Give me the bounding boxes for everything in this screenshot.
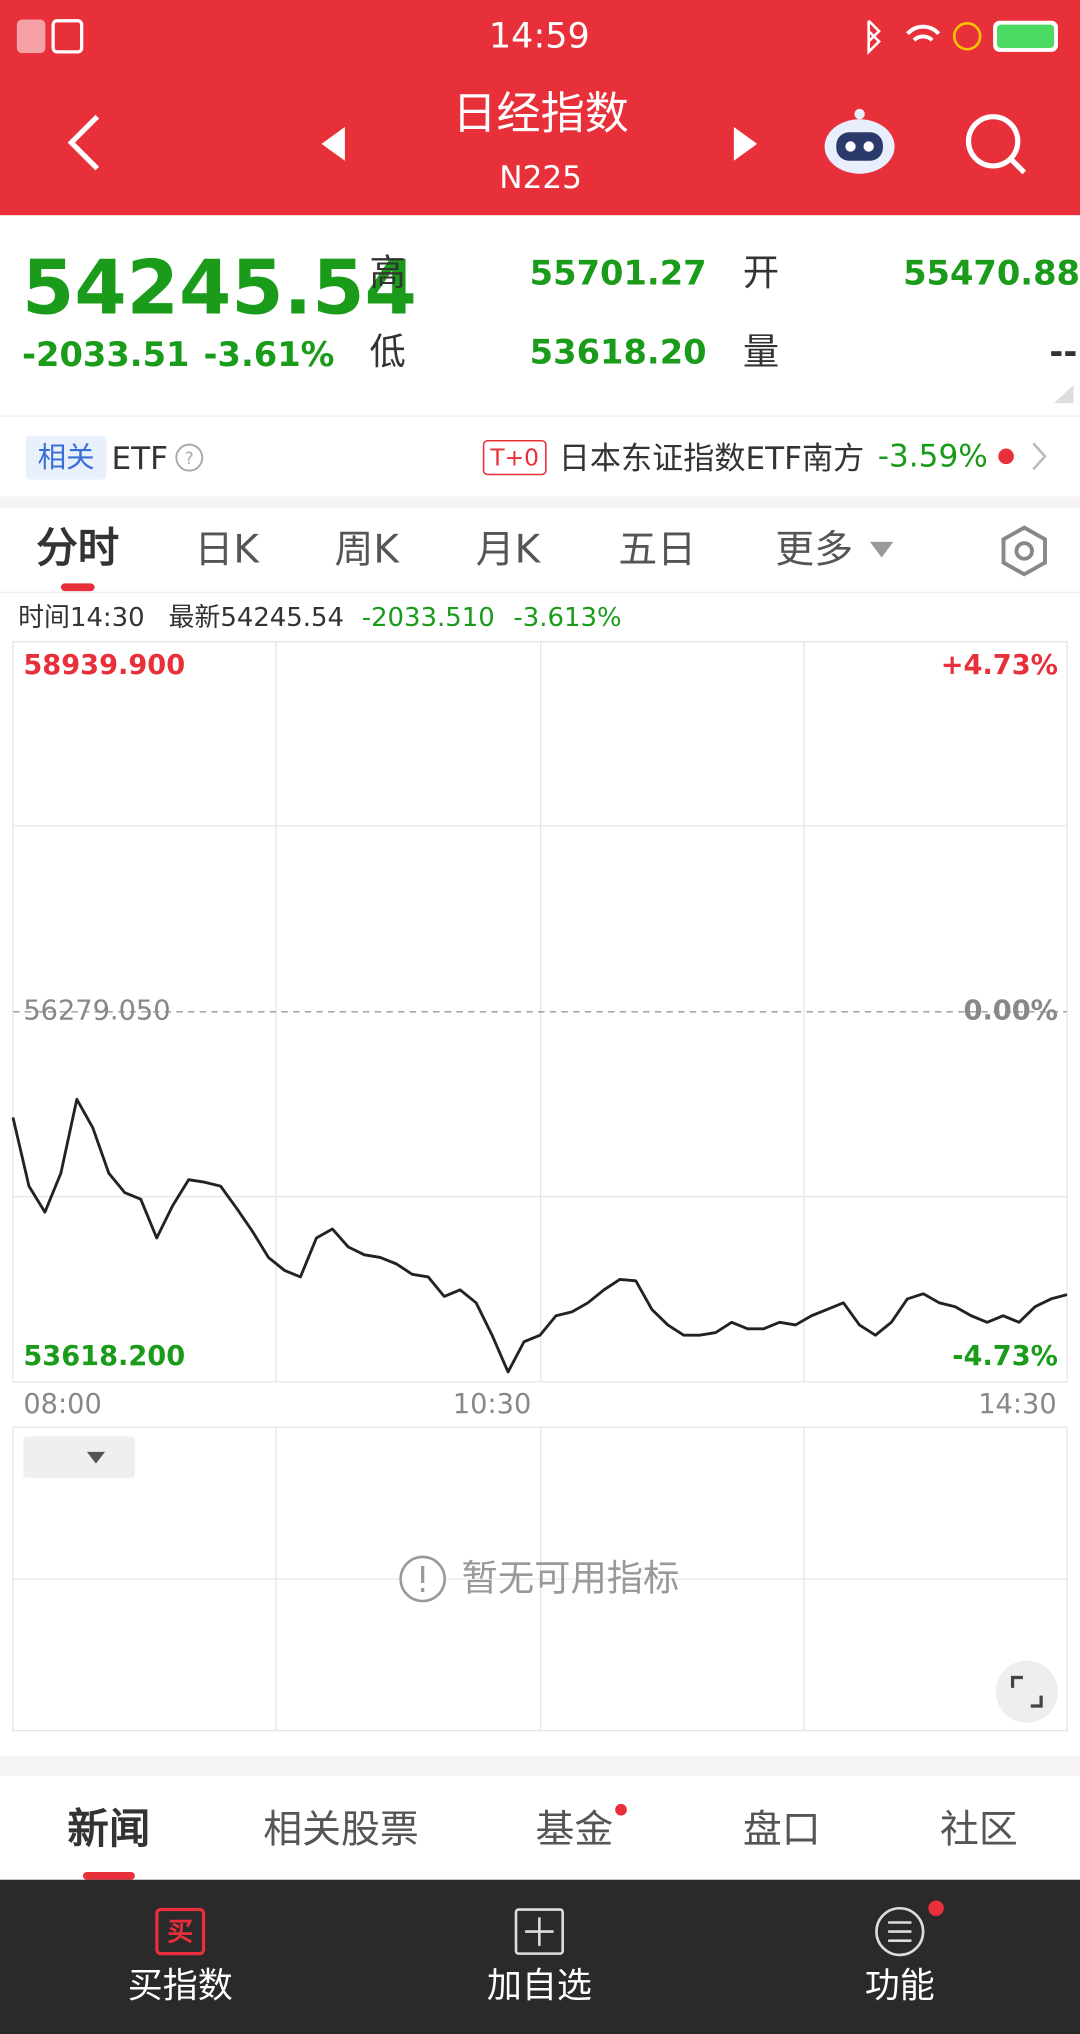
search-button[interactable] bbox=[965, 114, 1027, 175]
separator bbox=[0, 1756, 1080, 1777]
field-value: 55701.27 bbox=[530, 253, 707, 292]
empty-text: 暂无可用指标 bbox=[462, 1556, 680, 1599]
menu-icon[interactable] bbox=[875, 1906, 925, 1957]
toolbar-label[interactable]: 功能 bbox=[865, 1966, 935, 2006]
assistant-button[interactable] bbox=[824, 108, 895, 174]
tab[interactable]: 日K bbox=[194, 528, 260, 573]
fullscreen-button[interactable] bbox=[995, 1660, 1058, 1723]
etf-label: ETF bbox=[112, 441, 169, 477]
menu-glyph bbox=[888, 1921, 912, 1942]
intraday-chart: 58939.900 56279.050 53618.200 +4.73% 0.00% -4… bbox=[11, 641, 1068, 1383]
bluetooth-icon bbox=[867, 19, 881, 55]
x-tick-label: 10:30 bbox=[453, 1389, 531, 1420]
separator bbox=[0, 496, 1080, 509]
badge-dot bbox=[615, 1803, 627, 1816]
next-button[interactable] bbox=[733, 127, 758, 161]
page-title: 日经指数 bbox=[453, 89, 629, 140]
tab[interactable]: 五日 bbox=[618, 528, 696, 573]
tag-bg bbox=[25, 435, 107, 480]
field-value: -- bbox=[1049, 332, 1077, 371]
y2-tick-label: +4.73% bbox=[941, 650, 1058, 681]
status-time: 14:59 bbox=[489, 17, 590, 57]
y-tick-label: 58939.900 bbox=[23, 650, 185, 681]
field-label: 量 bbox=[743, 330, 779, 373]
toolbar-label[interactable]: 买指数 bbox=[128, 1966, 233, 2006]
tab[interactable]: 周K bbox=[335, 528, 401, 573]
tab-indicator bbox=[82, 1871, 135, 1880]
tab[interactable]: 分时 bbox=[36, 523, 119, 572]
price: 54245.54 bbox=[22, 243, 417, 331]
info-change-pct: -3.613% bbox=[513, 603, 621, 633]
tab[interactable]: 更多 bbox=[775, 528, 853, 573]
section-tab[interactable]: 基金 bbox=[535, 1807, 613, 1852]
field-label: 高 bbox=[370, 251, 406, 294]
field-label: 低 bbox=[370, 330, 406, 373]
prev-button[interactable] bbox=[321, 127, 345, 161]
battery-level bbox=[997, 24, 1055, 48]
indicator-dropdown[interactable] bbox=[23, 1436, 135, 1478]
toolbar-bg bbox=[0, 1879, 1080, 2034]
add-icon[interactable] bbox=[514, 1908, 564, 1955]
help-icon[interactable] bbox=[175, 443, 204, 472]
change: -2033.51 bbox=[22, 335, 189, 374]
index-code: N225 bbox=[499, 160, 582, 196]
y-tick-label: 53618.200 bbox=[23, 1341, 185, 1372]
y-tick-label: 56279.050 bbox=[23, 995, 170, 1026]
y2-tick-label: -4.73% bbox=[952, 1341, 1058, 1372]
info-latest: 最新54245.54 bbox=[169, 603, 344, 633]
y2-tick-label: 0.00% bbox=[964, 995, 1058, 1026]
info-time: 时间14:30 bbox=[18, 603, 144, 633]
settings-button[interactable] bbox=[1001, 525, 1047, 577]
add-glyph bbox=[525, 1917, 554, 1946]
section-tab[interactable]: 盘口 bbox=[743, 1807, 821, 1852]
toolbar-label[interactable]: 加自选 bbox=[487, 1966, 592, 2006]
field-label: 开 bbox=[743, 251, 779, 294]
status-icon bbox=[51, 19, 84, 54]
buy-icon-text: 买 bbox=[167, 1917, 193, 1947]
wifi-icon bbox=[906, 24, 941, 42]
etf-badge: T+0 bbox=[489, 443, 539, 471]
fullscreen-glyph bbox=[1010, 1675, 1043, 1708]
charge-icon bbox=[952, 22, 982, 51]
x-tick-label: 14:30 bbox=[978, 1389, 1056, 1420]
more-arrow bbox=[869, 541, 894, 558]
back-button[interactable] bbox=[67, 114, 100, 171]
dropdown-arrow bbox=[86, 1451, 106, 1464]
expand-corner[interactable] bbox=[1054, 385, 1074, 404]
live-dot bbox=[998, 448, 1014, 465]
buy-icon[interactable] bbox=[155, 1907, 206, 1956]
chevron[interactable] bbox=[1032, 442, 1047, 471]
etf-tag: 相关 bbox=[38, 441, 95, 474]
section-tab[interactable]: 社区 bbox=[940, 1807, 1018, 1852]
info-change: -2033.510 bbox=[362, 603, 495, 633]
badge-box bbox=[482, 439, 547, 476]
etf-name[interactable]: 日本东证指数ETF南方 bbox=[559, 441, 864, 477]
price-line bbox=[11, 1097, 1068, 1374]
field-value: 55470.88 bbox=[903, 253, 1080, 292]
status-icon bbox=[16, 19, 46, 54]
x-tick-label: 08:00 bbox=[23, 1389, 101, 1420]
tab[interactable]: 月K bbox=[476, 528, 542, 573]
grid bbox=[12, 1427, 1068, 1731]
section-tab[interactable]: 新闻 bbox=[67, 1804, 150, 1853]
change-pct: -3.61% bbox=[204, 335, 335, 374]
help-glyph: ? bbox=[185, 448, 194, 468]
section-tab[interactable]: 相关股票 bbox=[263, 1807, 419, 1852]
etf-change: -3.59% bbox=[878, 439, 988, 475]
tab-indicator bbox=[60, 583, 95, 592]
badge-dot bbox=[928, 1900, 944, 1917]
header-bg bbox=[0, 0, 1080, 216]
field-value: 53618.20 bbox=[530, 332, 707, 371]
